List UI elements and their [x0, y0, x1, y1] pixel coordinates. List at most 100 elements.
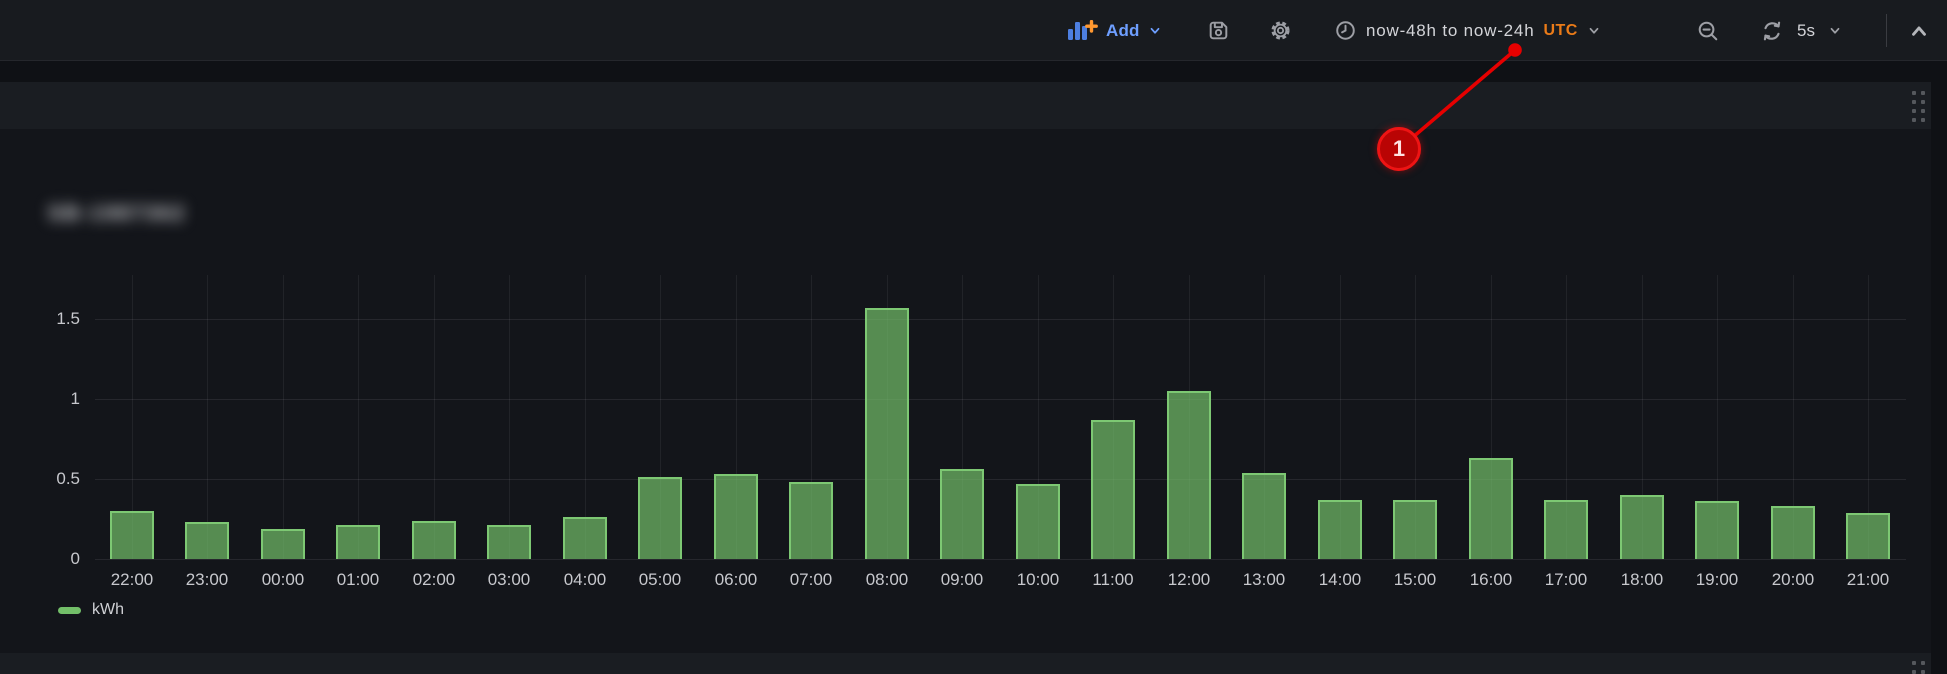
- dashboard-settings-button[interactable]: [1269, 0, 1292, 61]
- legend-swatch: [58, 606, 81, 614]
- bar[interactable]: [1393, 500, 1437, 559]
- bar[interactable]: [1167, 391, 1211, 559]
- x-axis-label: 18:00: [1620, 570, 1664, 589]
- zoom-out-time-button[interactable]: [1696, 0, 1720, 61]
- y-axis-label: 0.5: [56, 469, 80, 488]
- bar[interactable]: [563, 517, 607, 559]
- grid-line-y: [95, 479, 1906, 480]
- bar[interactable]: [714, 474, 758, 559]
- x-axis-label: 13:00: [1242, 570, 1286, 589]
- grid-line-x: [283, 275, 284, 559]
- grid-line-x: [1642, 275, 1643, 559]
- refresh-interval-label: 5s: [1797, 20, 1815, 40]
- bar[interactable]: [865, 308, 909, 559]
- y-axis-label: 1: [70, 389, 80, 408]
- legend-label: kWh: [92, 601, 124, 618]
- grid-line-x: [660, 275, 661, 559]
- bar[interactable]: [261, 529, 305, 559]
- grid-line-x: [1264, 275, 1265, 559]
- bar[interactable]: [412, 521, 456, 559]
- refresh-button[interactable]: [1760, 0, 1784, 61]
- chevron-down-icon: [1150, 27, 1160, 34]
- x-axis-label: 10:00: [1016, 570, 1060, 589]
- grid-line-y: [95, 399, 1906, 400]
- x-axis-label: 21:00: [1846, 570, 1890, 589]
- grid-line-y: [95, 559, 1906, 560]
- bar[interactable]: [1242, 473, 1286, 559]
- collapse-toolbar-button[interactable]: [1908, 0, 1930, 61]
- grid-line-x: [585, 275, 586, 559]
- bar[interactable]: [940, 469, 984, 559]
- time-range-picker[interactable]: now-48h to now-24h UTC: [1334, 0, 1601, 61]
- bar[interactable]: [1318, 500, 1362, 559]
- grid-line-x: [1717, 275, 1718, 559]
- add-button[interactable]: Add: [1068, 0, 1162, 61]
- add-button-label: Add: [1106, 20, 1140, 40]
- zoom-out-icon: [1698, 21, 1718, 40]
- dashboard-row-bottom: [0, 653, 1931, 674]
- grid-line-x: [736, 275, 737, 559]
- panel-title: SB-1987362: [48, 202, 186, 225]
- grid-line-x: [1566, 275, 1567, 559]
- x-axis-label: 02:00: [412, 570, 456, 589]
- bar[interactable]: [487, 525, 531, 559]
- grid-line-x: [509, 275, 510, 559]
- bar-chart-add-icon: [1068, 19, 1098, 40]
- grid-line-x: [358, 275, 359, 559]
- grid-line-x: [1868, 275, 1869, 559]
- timezone-label: UTC: [1543, 21, 1578, 39]
- x-axis-label: 20:00: [1771, 570, 1815, 589]
- x-axis-label: 08:00: [865, 570, 909, 589]
- y-axis-label: 0: [70, 549, 80, 568]
- caret-up-icon: [1912, 25, 1926, 36]
- bar[interactable]: [1620, 495, 1664, 559]
- x-axis-label: 11:00: [1092, 570, 1134, 589]
- grid-line-x: [1491, 275, 1492, 559]
- bar[interactable]: [336, 525, 380, 559]
- x-axis-label: 23:00: [185, 570, 229, 589]
- bar[interactable]: [110, 511, 154, 559]
- x-axis-label: 04:00: [563, 570, 607, 589]
- legend[interactable]: kWh: [58, 601, 124, 619]
- bar[interactable]: [1544, 500, 1588, 559]
- refresh-icon: [1763, 21, 1781, 40]
- bar[interactable]: [1771, 506, 1815, 559]
- x-axis-label: 12:00: [1167, 570, 1211, 589]
- bar[interactable]: [1016, 484, 1060, 559]
- x-axis-label: 19:00: [1695, 570, 1739, 589]
- panel-drag-handle[interactable]: [1912, 91, 1925, 122]
- x-axis-label: 01:00: [336, 570, 380, 589]
- toolbar: Add now-48h to now-24h: [0, 0, 1947, 61]
- dashboard-row-top: [0, 82, 1931, 129]
- x-axis-label: 07:00: [789, 570, 833, 589]
- grid-line-y: [95, 319, 1906, 320]
- save-icon: [1209, 21, 1228, 40]
- bar[interactable]: [789, 482, 833, 559]
- grid-line-x: [207, 275, 208, 559]
- bar[interactable]: [1091, 420, 1135, 559]
- x-axis-label: 06:00: [714, 570, 758, 589]
- grid-line-x: [811, 275, 812, 559]
- grid-line-x: [1113, 275, 1114, 559]
- grid-line-x: [1038, 275, 1039, 559]
- x-axis-label: 16:00: [1469, 570, 1513, 589]
- chevron-down-icon: [1589, 27, 1599, 34]
- x-axis-label: 03:00: [487, 570, 531, 589]
- grid-line-x: [434, 275, 435, 559]
- annotation-badge-1: 1: [1377, 127, 1421, 171]
- bar[interactable]: [1846, 513, 1890, 559]
- panel-drag-handle[interactable]: [1912, 661, 1925, 674]
- bar[interactable]: [638, 477, 682, 559]
- refresh-picker: 5s: [1760, 0, 1842, 61]
- grid-line-x: [132, 275, 133, 559]
- bar[interactable]: [1469, 458, 1513, 559]
- chevron-down-icon[interactable]: [1828, 24, 1842, 38]
- bar[interactable]: [185, 522, 229, 559]
- grid-line-x: [1793, 275, 1794, 559]
- x-axis-label: 17:00: [1544, 570, 1588, 589]
- x-axis-label: 00:00: [261, 570, 305, 589]
- bar[interactable]: [1695, 501, 1739, 559]
- save-dashboard-button[interactable]: [1207, 0, 1230, 61]
